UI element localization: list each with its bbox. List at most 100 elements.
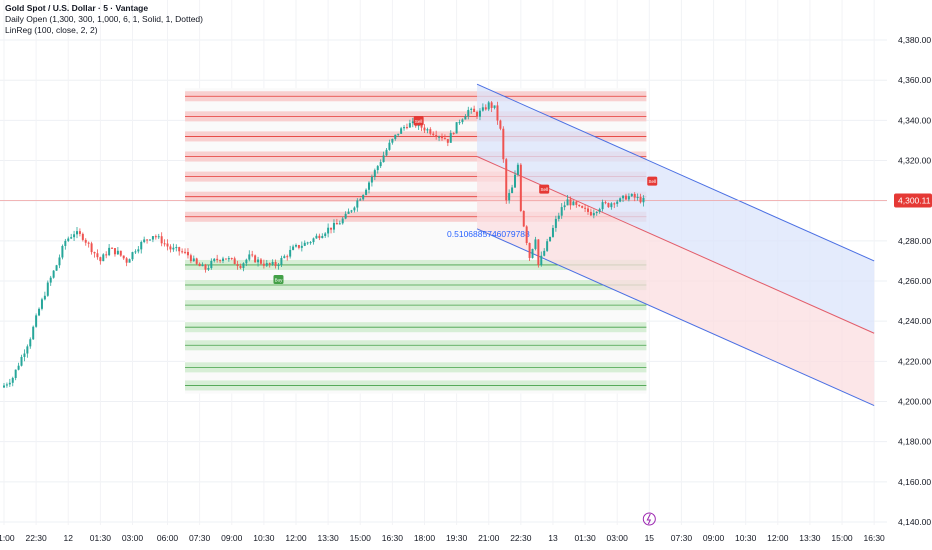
price-tick-label: 4,280.00: [898, 236, 931, 246]
candle: [610, 203, 613, 208]
candle: [102, 254, 105, 262]
candle: [534, 239, 537, 249]
price-axis[interactable]: 4,140.00 4,160.00 4,180.00 4,200.00 4,220.00…: [894, 35, 932, 527]
buy-signal-marker[interactable]: Buy: [273, 274, 284, 284]
candle: [81, 233, 84, 240]
candle: [473, 108, 476, 112]
candle: [388, 142, 391, 150]
candle: [268, 263, 271, 265]
channel-upper-fill: [477, 84, 875, 334]
candle: [245, 259, 248, 264]
candle: [379, 162, 382, 167]
candle: [327, 227, 330, 234]
candle: [14, 369, 17, 378]
time-tick-label: 13:30: [317, 533, 339, 543]
candle: [505, 159, 508, 201]
candle: [525, 226, 528, 243]
candle: [344, 213, 347, 219]
candle: [259, 259, 262, 264]
candle: [400, 128, 403, 134]
candle: [519, 164, 522, 211]
sell-signal-marker[interactable]: Sell: [413, 116, 424, 126]
candle: [581, 206, 584, 208]
signal-label: Sell: [415, 119, 423, 124]
candle: [318, 235, 321, 239]
sell-signal-marker[interactable]: Sell: [539, 184, 550, 194]
candle: [213, 258, 216, 261]
candle: [449, 133, 452, 143]
candle: [257, 259, 260, 263]
candle: [262, 263, 265, 266]
candle: [493, 105, 496, 108]
candle: [96, 253, 99, 258]
candle: [11, 377, 14, 383]
candle: [210, 260, 213, 269]
candle: [300, 245, 303, 248]
candle: [522, 210, 525, 227]
candle: [140, 241, 143, 250]
candle: [470, 108, 473, 110]
candle: [49, 277, 52, 283]
candle: [43, 295, 46, 300]
candle: [207, 268, 210, 270]
candle: [219, 260, 222, 262]
candle: [607, 203, 610, 208]
candle: [93, 252, 96, 254]
candle: [499, 120, 502, 129]
time-tick-label: 21:00: [0, 533, 15, 543]
sell-signal-marker[interactable]: Sell: [647, 176, 658, 186]
time-axis[interactable]: 21:00 22:30 12 01:30 03:00 06:00 07:30 09:00 10:…: [0, 512, 885, 543]
candle: [295, 245, 297, 247]
candle: [242, 263, 245, 268]
candle: [46, 282, 49, 296]
price-tick-label: 4,200.00: [898, 397, 931, 407]
candle: [283, 256, 286, 259]
candle: [613, 203, 616, 205]
candle: [551, 227, 554, 237]
candle: [90, 243, 93, 253]
candle: [426, 129, 429, 131]
candle: [514, 174, 516, 188]
candle: [137, 249, 140, 252]
signal-badge: [539, 184, 550, 194]
time-tick-label: 10:30: [253, 533, 275, 543]
candle: [286, 256, 289, 258]
candle: [616, 201, 619, 204]
candle: [116, 250, 119, 255]
price-tick-label: 4,260.00: [898, 276, 931, 286]
candle: [297, 245, 300, 248]
candle: [365, 189, 368, 195]
candle: [619, 198, 622, 202]
price-tick-label: 4,160.00: [898, 477, 931, 487]
time-tick-label: 03:00: [607, 533, 629, 543]
candle: [38, 308, 41, 316]
time-tick-label: 06:00: [157, 533, 179, 543]
candle: [370, 176, 373, 183]
candles: [3, 100, 645, 388]
candle: [29, 339, 32, 347]
event-icon[interactable]: [642, 512, 656, 526]
indicator-daily-open[interactable]: Daily Open (1,300, 300, 1,000, 6, 1, Sol…: [5, 14, 203, 24]
symbol-title[interactable]: Gold Spot / U.S. Dollar · 5 · Vantage: [5, 3, 149, 13]
candle: [324, 233, 327, 237]
time-tick-label: 13:30: [799, 533, 821, 543]
price-tick-label: 4,380.00: [898, 35, 931, 45]
indicator-linreg[interactable]: LinReg (100, close, 2, 2): [5, 25, 98, 35]
candle: [540, 255, 543, 265]
price-tick-label: 4,340.00: [898, 115, 931, 125]
candle: [455, 122, 458, 134]
candle: [528, 242, 531, 258]
time-tick-label: 22:30: [510, 533, 532, 543]
candle: [67, 238, 70, 241]
candle: [391, 138, 394, 143]
time-tick-label: 01:30: [574, 533, 596, 543]
candle: [335, 222, 338, 225]
candle: [624, 195, 627, 200]
lightning-icon: [646, 513, 652, 525]
candle: [496, 105, 499, 121]
signal-label: Sell: [648, 179, 656, 184]
time-tick-label: 03:00: [122, 533, 144, 543]
candle: [359, 199, 362, 201]
candle: [373, 170, 376, 177]
